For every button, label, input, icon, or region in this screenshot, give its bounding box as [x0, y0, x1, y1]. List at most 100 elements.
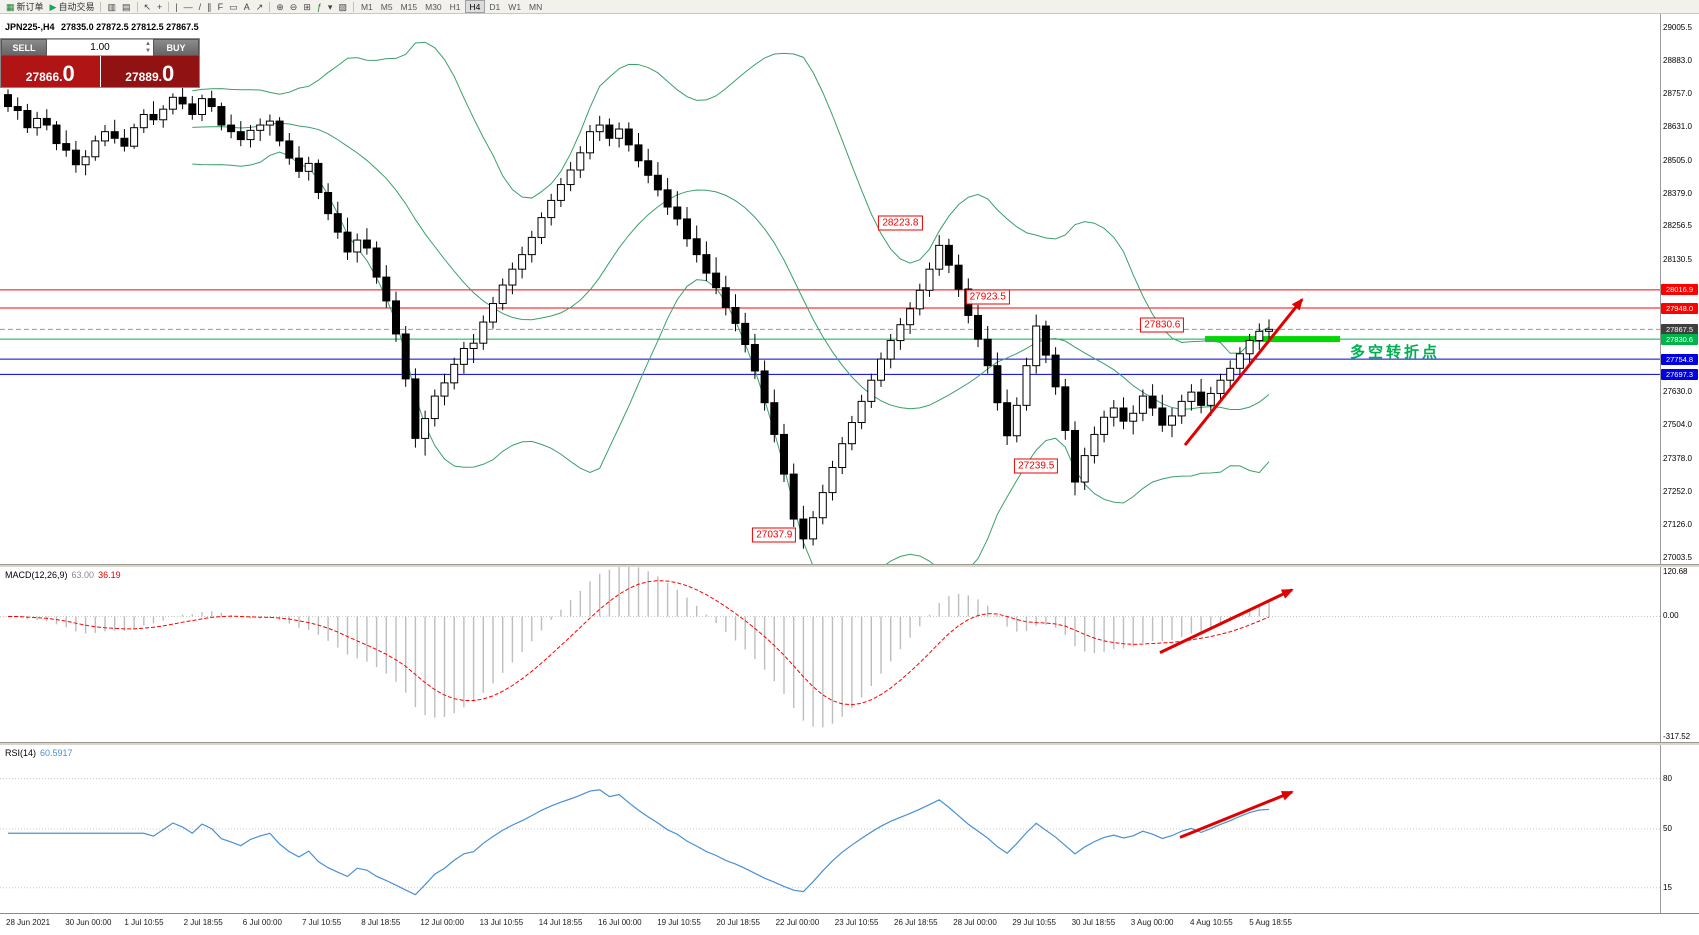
timeframe-m30[interactable]: M30: [425, 1, 442, 12]
trendline-icon[interactable]: /: [196, 1, 205, 13]
time-axis-label: 13 Jul 10:55: [479, 918, 524, 927]
time-axis: 28 Jun 2021 30 Jun 00:00 1 Jul 10:55 2 Jul …: [0, 913, 1699, 935]
template-icon[interactable]: ▨: [335, 1, 350, 13]
text-icon-icon: A: [243, 1, 250, 12]
macd-chart: [0, 567, 1661, 742]
time-axis-label: 22 Jul 00:00: [775, 918, 820, 927]
time-axis-label: 6 Jul 00:00: [242, 918, 282, 927]
time-axis-label: 5 Aug 18:55: [1249, 918, 1292, 927]
time-axis-label: 16 Jul 00:00: [598, 918, 642, 927]
time-axis-label: 20 Jul 18:55: [716, 918, 760, 927]
sell-price[interactable]: 27866. 0: [1, 56, 101, 87]
time-axis-label: 28 Jun 2021: [6, 918, 51, 927]
time-axis-label: 30 Jul 18:55: [1071, 918, 1116, 927]
buy-price-main: 27889.: [125, 70, 162, 84]
time-axis-label: 3 Aug 00:00: [1130, 918, 1174, 927]
one-click-trading-panel: SELL 1.00 ▲ ▼ BUY 27866. 0 27889. 0: [0, 38, 200, 88]
timeframe-h4[interactable]: H4: [464, 0, 486, 13]
toolbar-separator: [136, 1, 138, 12]
timeframe-h1[interactable]: H1: [449, 1, 461, 12]
time-axis-label: 23 Jul 10:55: [834, 918, 879, 927]
time-axis-label: 8 Jul 18:55: [361, 918, 401, 927]
timeframe-d1[interactable]: D1: [489, 1, 501, 12]
volume-value: 1.00: [90, 42, 110, 53]
rsi-pane: RSI(14) 60.5917 80 50 15: [0, 745, 1699, 913]
volume-down-icon[interactable]: ▼: [145, 48, 151, 54]
horizontal-line-icon-icon: —: [183, 1, 193, 12]
channel-icon-icon: ∥: [207, 1, 212, 12]
time-axis-label: 4 Aug 10:55: [1190, 918, 1233, 927]
text-icon[interactable]: A: [241, 1, 253, 13]
time-axis-label: 1 Jul 10:55: [124, 918, 164, 927]
time-axis-label: 26 Jul 18:55: [894, 918, 938, 927]
fibonacci-icon-icon: F: [217, 1, 224, 12]
new-order-button-label: 新订单: [16, 1, 44, 12]
chart-header: JPN225-,H4 27835.0 27872.5 27812.5 27867…: [5, 22, 203, 32]
profiles-icon[interactable]: ▤: [119, 1, 134, 13]
template-icon-icon: ▨: [338, 1, 347, 12]
volume-field[interactable]: 1.00 ▲ ▼: [47, 39, 153, 56]
new-chart-icon-icon: ▥: [107, 1, 116, 12]
timeframe-m5[interactable]: M5: [380, 1, 393, 12]
rsi-chart: [0, 745, 1661, 913]
volume-up-icon[interactable]: ▲: [145, 41, 151, 47]
toolbar-separator: [168, 1, 170, 12]
buy-button[interactable]: BUY: [153, 39, 199, 56]
toolbar: ▦ 新订单 ▶ 自动交易 ▥ ▤ ↖ + | — / ∥ F ▭ A ↗ ⊕ ⊖ ⊞ ƒ ▾ ▨ M1 M5 M15 M30 H1 H…: [0, 0, 1699, 14]
zoom-out-icon[interactable]: ⊖: [287, 1, 301, 13]
indicators-icon-icon: ƒ: [316, 1, 322, 12]
sell-button[interactable]: SELL: [1, 39, 47, 56]
time-axis-label: 19 Jul 10:55: [657, 918, 701, 927]
zoom-in-icon[interactable]: ⊕: [273, 1, 287, 13]
toolbar-separator: [100, 1, 102, 12]
tile-windows-icon[interactable]: ⊞: [300, 1, 314, 13]
autotrading-button[interactable]: ▶ 自动交易: [47, 1, 98, 13]
time-axis-label: 12 Jul 00:00: [420, 918, 464, 927]
timeframe-m1[interactable]: M1: [360, 1, 373, 12]
tile-windows-icon-icon: ⊞: [303, 1, 311, 12]
symbol-period: JPN225-,H4: [5, 22, 55, 32]
arrow-tool-icon-icon: ↗: [255, 1, 264, 12]
cursor-icon[interactable]: ↖: [141, 1, 155, 13]
buy-price-big: 0: [161, 61, 175, 86]
pane-splitter[interactable]: [0, 564, 1699, 567]
zoom-in-icon-icon: ⊕: [276, 1, 284, 12]
pane-splitter[interactable]: [0, 742, 1699, 745]
arrow-tool-icon[interactable]: ↗: [253, 1, 267, 13]
fibonacci-icon[interactable]: F: [215, 1, 227, 13]
time-axis-label: 7 Jul 10:55: [302, 918, 342, 927]
zoom-out-icon-icon: ⊖: [289, 1, 298, 12]
time-axis-label: 30 Jun 00:00: [65, 918, 112, 927]
timeframe-mn[interactable]: MN: [529, 1, 543, 12]
price-chart: [0, 14, 1661, 564]
time-axis-label: 29 Jul 10:55: [1012, 918, 1056, 927]
time-axis-label: 14 Jul 18:55: [538, 918, 583, 927]
crosshair-icon[interactable]: +: [154, 1, 165, 13]
periods-icon[interactable]: ▾: [325, 1, 336, 13]
main-chart-pane: JPN225-,H4 27835.0 27872.5 27812.5 27867…: [0, 14, 1699, 564]
new-order-icon: ▦: [6, 1, 15, 12]
shapes-icon[interactable]: ▭: [226, 1, 241, 13]
chart-ohlc: 27835.0 27872.5 27812.5 27867.5: [61, 22, 199, 32]
crosshair-icon-icon: +: [157, 1, 163, 12]
cursor-icon-icon: ↖: [143, 1, 152, 12]
buy-price[interactable]: 27889. 0: [100, 56, 199, 87]
periods-icon-icon: ▾: [327, 1, 333, 12]
autotrading-icon: ▶: [49, 1, 57, 12]
volume-spinner: ▲ ▼: [145, 41, 151, 55]
new-order-button[interactable]: ▦ 新订单: [3, 1, 47, 13]
trendline-icon-icon: /: [198, 1, 202, 12]
shapes-icon-icon: ▭: [229, 1, 238, 12]
horizontal-line-icon[interactable]: —: [181, 1, 196, 13]
channel-icon[interactable]: ∥: [204, 1, 215, 13]
new-chart-icon[interactable]: ▥: [104, 1, 119, 13]
toolbar-separator: [269, 1, 271, 12]
timeframe-m15[interactable]: M15: [400, 1, 418, 12]
timeframe-w1[interactable]: W1: [508, 1, 522, 12]
vertical-line-icon[interactable]: |: [172, 1, 180, 13]
macd-pane: MACD(12,26,9) 63.00 36.19 120.68 0.00 -317.5…: [0, 567, 1699, 742]
indicators-icon[interactable]: ƒ: [314, 1, 325, 13]
rsi-label: RSI(14) 60.5917: [5, 748, 73, 758]
autotrading-button-label: 自动交易: [58, 1, 95, 12]
